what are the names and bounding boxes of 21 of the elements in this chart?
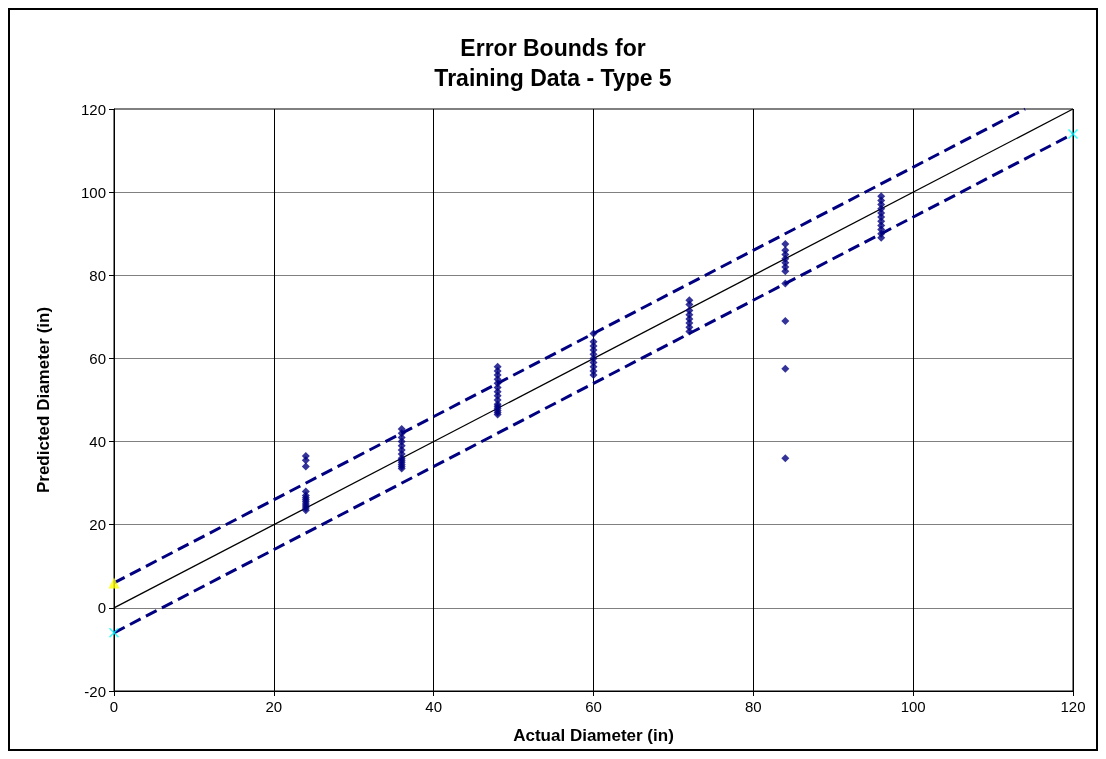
y-tick-label: 40 — [89, 433, 106, 451]
y-tick-label: 20 — [89, 516, 106, 534]
point — [108, 627, 120, 639]
point — [108, 577, 120, 589]
x-axis-title: Actual Diameter (in) — [513, 726, 674, 745]
x-tick-label: 120 — [1060, 698, 1086, 715]
x-tick-label: 80 — [744, 698, 762, 715]
x-tick-label: 60 — [585, 698, 602, 715]
y-tick-label: 80 — [89, 266, 106, 284]
y-tick-label: -20 — [84, 682, 106, 700]
chart-title: Error Bounds for Training Data - Type 5 — [434, 35, 672, 91]
y-axis-title: Predicted Diameter (in) — [34, 306, 53, 494]
x-tick-label: 100 — [900, 698, 926, 715]
y-tick-label: 100 — [80, 183, 106, 201]
x-tick-label: 40 — [425, 698, 443, 715]
y-tick-label: 60 — [89, 349, 106, 367]
y-tick-label: 0 — [97, 599, 106, 617]
point — [1067, 128, 1079, 140]
x-tick-label: 0 — [109, 698, 119, 715]
y-tick-label: 120 — [80, 100, 106, 118]
x-tick-label: 20 — [265, 698, 283, 715]
